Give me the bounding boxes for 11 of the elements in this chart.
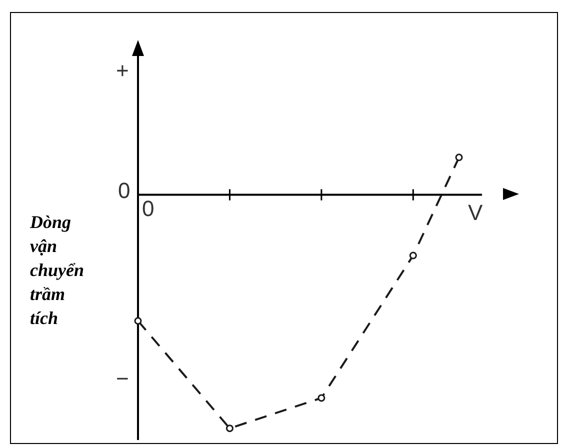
point (318, 394, 326, 402)
text: 0 (118, 178, 130, 204)
annotation: 0 (142, 196, 154, 222)
point (455, 154, 463, 162)
point (226, 424, 234, 432)
text: + (116, 58, 129, 84)
y-axis-title: Dòng vận chuyển trầm tích (30, 211, 85, 330)
x-axis-title: V (468, 200, 483, 226)
text: − (116, 366, 129, 392)
point (409, 252, 417, 260)
point (134, 317, 142, 325)
